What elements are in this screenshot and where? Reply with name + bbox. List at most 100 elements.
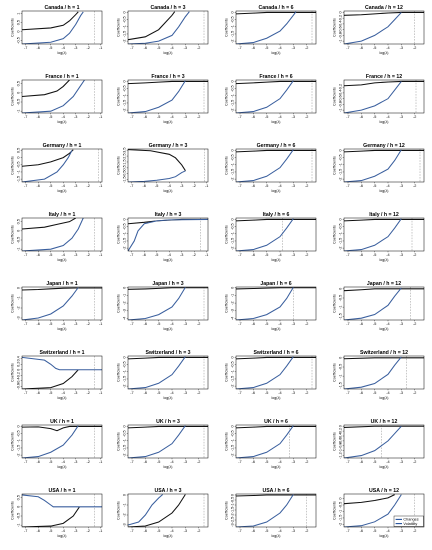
x-tick-label: -5: [373, 460, 376, 464]
x-tick-label: -2: [305, 253, 308, 257]
y-tick-label: -1: [339, 39, 343, 42]
y-tick-label: -1: [17, 170, 21, 173]
x-tick-label: -5: [373, 46, 376, 50]
y-tick-label: -1: [17, 296, 21, 299]
y-tick-label: -0.5: [17, 99, 21, 106]
y-tick-label: -0.4: [339, 433, 343, 440]
y-tick-label: -1.5: [123, 31, 127, 38]
y-tick-label: -2: [339, 177, 343, 180]
y-tick-label: -1.5: [123, 238, 127, 245]
x-tick-label: -4: [170, 391, 173, 395]
x-tick-label: -5: [49, 184, 52, 188]
y-tick-label: -1.5: [17, 176, 21, 183]
series-line-volatility: [128, 11, 176, 41]
y-tick-label: -1.5: [231, 445, 235, 452]
y-tick-label: -0.5: [231, 361, 235, 368]
panel-title: USA / h = 6: [262, 488, 289, 494]
x-axis-label: log(λ): [58, 396, 67, 400]
series-line-changes: [236, 356, 294, 389]
y-tick-label: -2: [231, 39, 235, 42]
series-line-changes: [344, 218, 402, 251]
y-tick-label: -1.5: [339, 238, 343, 245]
y-axis-label: Coefficients: [224, 156, 228, 175]
x-tick-label: -4: [170, 529, 173, 533]
x-tick-label: -5: [49, 322, 52, 326]
y-tick-label: 0: [17, 287, 21, 289]
panel: Japan / h = 3 -7 -6 -5 -4 -3 -2 -4 -3 -2 -1 0 log(λ)…: [116, 281, 209, 331]
x-tick-label: -1: [205, 184, 208, 188]
panel: USA / h = 12-7 -6 -5 -4 -3 -2-2-1.5-1-0.50log…: [332, 488, 425, 538]
plot-frame: [343, 10, 425, 45]
x-tick-label: -7: [346, 460, 349, 464]
x-tick-label: -7: [24, 184, 27, 188]
panel-title: Italy / h = 3: [155, 212, 182, 218]
series-line-volatility: [236, 149, 316, 153]
x-tick-label: -6: [360, 460, 363, 464]
panel: Germany / h = 12-7 -6 -5 -4 -3 -2-2-1.5-1-0.5…: [332, 143, 425, 193]
y-axis-label: Coefficients: [116, 156, 120, 175]
y-tick-label: -1.5: [123, 376, 127, 383]
series-line-volatility: [344, 425, 424, 428]
x-tick-label: -2: [305, 460, 308, 464]
x-tick-label: -2: [197, 322, 200, 326]
x-tick-label: -7: [24, 115, 27, 119]
y-tick-label: -1.5: [123, 445, 127, 452]
x-tick-label: -6: [252, 322, 255, 326]
x-axis-label: log(λ): [380, 51, 389, 55]
panel-title: France / h = 1: [45, 74, 78, 80]
x-tick-label: -7: [238, 391, 241, 395]
x-tick-label: -6: [37, 460, 40, 464]
series-line-volatility: [22, 287, 102, 291]
series-line-volatility: [128, 356, 208, 360]
x-tick-label: -5: [49, 115, 52, 119]
x-tick-label: -6: [252, 115, 255, 119]
series-line-volatility: [128, 494, 186, 527]
x-tick-label: -4: [62, 529, 65, 533]
series-line-volatility: [344, 494, 395, 505]
series-line-volatility: [22, 425, 102, 432]
y-tick-label: -1: [123, 94, 127, 97]
panel-title: UK / h = 6: [264, 419, 288, 425]
y-tick-label: -1: [17, 247, 21, 250]
x-axis-label: log(λ): [272, 51, 281, 55]
panel-title: France / h = 12: [366, 74, 402, 80]
y-tick-label: -2: [17, 306, 21, 309]
series-line-changes: [344, 494, 402, 527]
x-tick-label: -2: [87, 460, 90, 464]
x-tick-label: -4: [62, 391, 65, 395]
series-line-volatility: [22, 80, 70, 98]
x-tick-label: -6: [37, 322, 40, 326]
x-tick-label: -3: [400, 253, 403, 257]
y-tick-label: 0: [231, 356, 235, 358]
y-tick-label: -1.5: [231, 507, 235, 514]
x-tick-label: -7: [130, 322, 133, 326]
y-tick-label: -0.5: [123, 16, 127, 23]
panel-title: USA / h = 12: [369, 488, 399, 494]
x-tick-label: -2: [305, 529, 308, 533]
y-tick-label: -1.5: [123, 176, 127, 183]
x-tick-label: -5: [373, 322, 376, 326]
x-tick-label: -5: [265, 322, 268, 326]
y-axis-label: Coefficients: [332, 501, 336, 520]
y-tick-label: 0: [339, 497, 343, 499]
y-tick-label: -3: [231, 309, 235, 312]
x-tick-label: -3: [292, 115, 295, 119]
x-tick-label: -2: [305, 46, 308, 50]
x-tick-label: -2: [305, 391, 308, 395]
panel-title: Italy / h = 12: [369, 212, 399, 218]
x-tick-label: -5: [265, 391, 268, 395]
y-tick-label: 0: [231, 425, 235, 427]
y-tick-label: -0.5: [231, 154, 235, 161]
y-tick-label: -0.5: [123, 361, 127, 368]
x-tick-label: -4: [170, 322, 173, 326]
y-tick-label: 0.5: [17, 148, 21, 153]
y-axis-label: Coefficients: [332, 294, 336, 313]
panel-title: Canada / h = 6: [258, 5, 293, 11]
x-tick-label: -6: [360, 391, 363, 395]
series-line-volatility: [236, 80, 316, 85]
y-tick-label: -0.4: [339, 21, 343, 28]
panel: Switzerland / h = 12 -7 -6 -5 -4 -3 -2 -1.5 -1 -0…: [332, 350, 425, 400]
x-tick-label: -1: [99, 391, 102, 395]
panel-title: USA / h = 1: [48, 488, 75, 494]
plot-frame: [21, 148, 103, 183]
